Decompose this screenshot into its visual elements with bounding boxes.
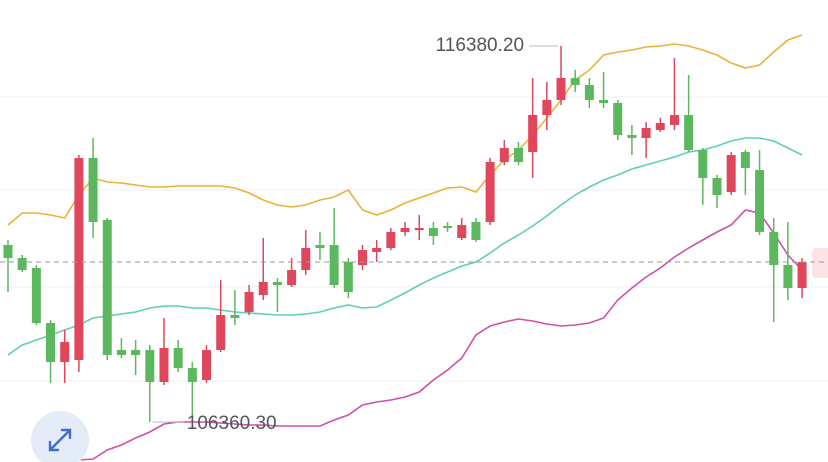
expand-button[interactable] xyxy=(31,411,89,462)
candle-body xyxy=(499,147,509,162)
candle-body xyxy=(457,224,467,239)
candle-body xyxy=(145,350,155,382)
candle-body xyxy=(613,103,623,136)
candle-body xyxy=(443,226,453,228)
candle-body xyxy=(570,78,580,85)
candles xyxy=(3,45,807,422)
button-bg xyxy=(31,411,89,462)
candle-body xyxy=(428,227,438,236)
candle-body xyxy=(556,78,566,101)
candle-body xyxy=(684,115,694,151)
candle-body xyxy=(641,127,651,139)
bollinger-bands xyxy=(7,34,803,462)
candle-body xyxy=(159,348,169,382)
candle-body xyxy=(315,244,325,248)
candle-body xyxy=(414,227,424,231)
candle-body xyxy=(343,261,353,293)
low-label: 106360.30 xyxy=(187,413,277,434)
candle-body xyxy=(187,368,197,382)
candle-body xyxy=(698,150,708,179)
candle-body xyxy=(372,247,382,253)
candle-body xyxy=(244,292,254,313)
candle-body xyxy=(740,152,750,168)
candle-body xyxy=(513,147,523,162)
candle-body xyxy=(358,250,367,265)
candle-body xyxy=(272,281,282,285)
candle-body xyxy=(669,115,679,125)
candle-body xyxy=(60,341,70,362)
candle-body xyxy=(102,220,112,356)
candle-body xyxy=(287,270,297,285)
candle-body xyxy=(46,323,56,362)
background-grid xyxy=(0,96,828,382)
price-tag xyxy=(812,248,828,278)
candle-body xyxy=(329,244,339,285)
expand-icon xyxy=(48,428,72,452)
candle-body xyxy=(31,267,41,324)
candle-body xyxy=(258,281,268,296)
candle-body xyxy=(116,350,126,356)
candle-body xyxy=(783,264,793,288)
candle-body xyxy=(471,221,481,241)
candle-body xyxy=(202,350,212,381)
candle-body xyxy=(584,84,594,101)
candle-body xyxy=(485,161,495,222)
candle-body xyxy=(769,232,779,265)
candle-body xyxy=(230,315,240,319)
candle-body xyxy=(599,100,609,104)
candle-body xyxy=(17,258,27,271)
candle-body xyxy=(173,348,183,369)
candle-body xyxy=(542,100,552,116)
band-line xyxy=(7,137,803,356)
candle-body xyxy=(74,158,84,361)
candle-body xyxy=(712,178,722,196)
annotations: 116380.20 106360.30 xyxy=(152,35,559,434)
candle-body xyxy=(797,261,807,288)
candle-body xyxy=(216,315,226,351)
candle-body xyxy=(627,135,637,139)
candle-body xyxy=(528,115,538,153)
high-label: 116380.20 xyxy=(436,35,524,56)
candle-body xyxy=(386,232,396,248)
band-line xyxy=(7,34,803,226)
candle-body xyxy=(88,158,98,222)
candle-body xyxy=(400,227,410,233)
candle-body xyxy=(3,244,13,259)
candle-body xyxy=(755,170,765,233)
candle-body xyxy=(301,247,311,271)
candle-body xyxy=(726,155,736,193)
candle-body xyxy=(131,350,141,356)
candle-body xyxy=(655,123,665,131)
